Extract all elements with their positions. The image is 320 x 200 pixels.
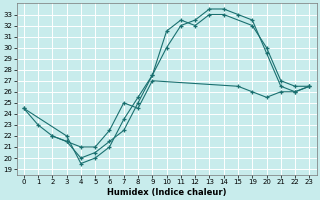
X-axis label: Humidex (Indice chaleur): Humidex (Indice chaleur) <box>107 188 226 197</box>
